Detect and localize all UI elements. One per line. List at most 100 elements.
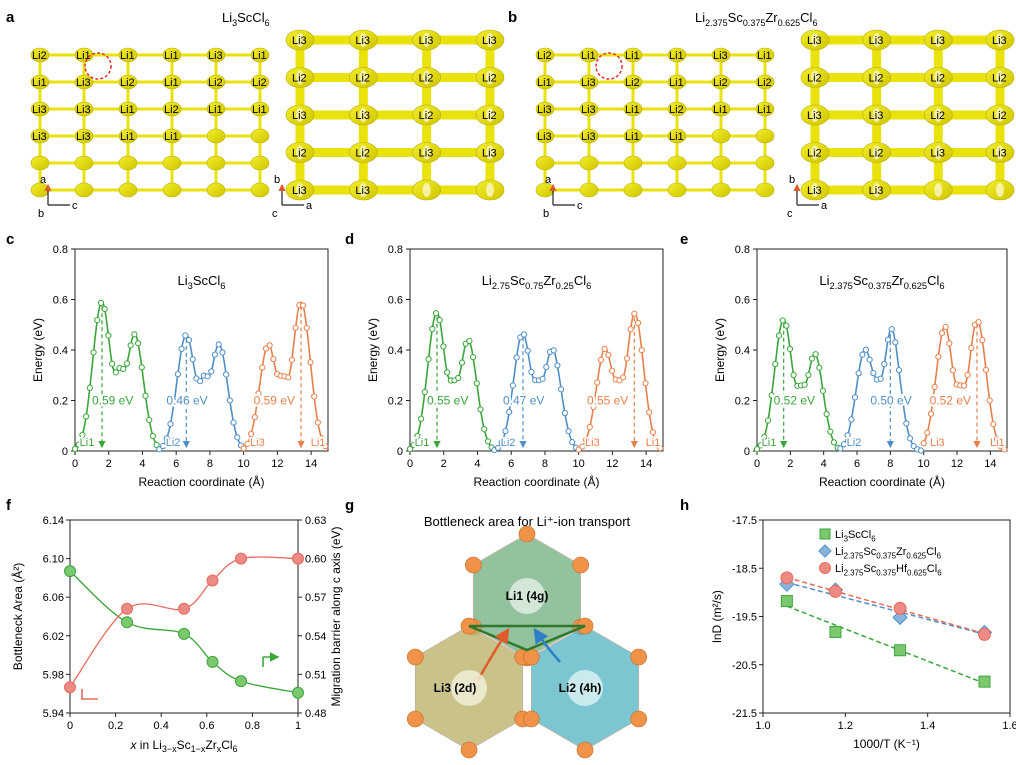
data-point [828,584,842,598]
data-point [288,356,296,363]
data-point [993,435,1001,442]
data-point [866,356,873,363]
site-label: Li2 [669,104,684,116]
label-part: Zr [205,738,216,752]
data-point [444,369,451,376]
axis-letter: c [577,200,583,212]
iso-pore [996,183,1004,197]
iso-pore [296,108,304,122]
data-point [83,413,90,420]
data-point [786,345,794,353]
panel-letter-c: c [6,231,14,248]
y-tick-label: 5.98 [43,669,64,681]
data-point [509,382,516,389]
iso-pore [996,33,1004,47]
iso-node [535,47,555,63]
site-label: Li2 [355,73,370,85]
y2-axis-label: Migration barrier along c axis (eV) [329,526,343,706]
iso-pore [422,183,431,197]
site-label: Li2 [292,73,307,85]
label-part: 3−x [162,744,177,754]
x-tick-label: 10 [573,458,585,470]
site-label: Li2 [252,77,267,89]
y-tick-label: 0 [744,446,750,458]
axis-letter: b [543,208,549,220]
data-point [219,349,226,356]
highlight-circle [595,52,623,80]
iso-node [30,74,50,90]
iso-pore [486,145,494,160]
iso-node [206,182,226,198]
site-label: Li3 [76,104,91,116]
barrier-value: 0.55 eV [427,394,468,408]
data-point [455,374,462,382]
panel-letter-b: b [508,9,517,26]
site-label: Li1 [32,77,47,89]
x-tick-label: 1.0 [755,720,770,732]
data-point [299,302,307,309]
cl-atom [523,648,540,666]
iso-node [250,182,270,198]
x-tick-label: 4 [821,458,827,470]
data-point [64,565,76,578]
y2-tick-label: 0.60 [305,554,326,566]
axis-letter: c [272,208,278,220]
data-point [494,444,502,451]
iso-pore [422,108,431,122]
title-part: Sc [863,546,876,558]
iso-node [206,47,226,63]
data-point [819,387,827,394]
barrier-value: 0.47 eV [503,394,544,408]
data-point [627,326,634,333]
data-point [855,370,862,377]
x-axis-label: Reaction coordinate (Å) [138,474,264,489]
x-tick-label: 10 [238,458,250,470]
iso-pore [811,145,819,160]
series-line-blue [158,333,245,450]
iso-pore [296,183,304,197]
site-label: Li1 [669,77,684,89]
site-label: Li3 [930,148,945,160]
data-point [586,423,593,431]
li-atom [451,670,487,706]
site-label: Li1 [581,50,596,62]
title-part: 0.625 [904,281,927,291]
iso-node [535,128,555,144]
data-point [638,347,645,354]
data-point [979,337,986,344]
y-tick-label: 0.8 [388,244,403,256]
x-axis-label: Reaction coordinate (Å) [819,474,945,489]
iso-node [162,101,182,117]
data-point [410,441,417,449]
chart-h: 1.0 1.2 1.4 1.6 -17.5 -18.5 -19.5 -20.5 -21.5 100… [710,515,1016,751]
data-point [436,317,443,324]
site-label: Li2 [625,77,640,89]
x-tick-label: 2 [106,458,112,470]
site-label: Li2 [807,148,822,160]
chart-f: 0 0.2 0.4 0.6 0.8 1 5.94 5.98 6.02 6.06 6.10 6.14 0.… [10,515,343,754]
data-point [127,342,134,349]
barrier-value: 0.52 eV [774,394,815,408]
y-tick-label: 0.2 [53,396,68,408]
data-point [892,339,899,346]
data-point [823,410,830,418]
data-point [292,552,304,565]
site-label: Li3 [537,104,552,116]
data-point [285,374,292,381]
data-point [894,644,907,657]
y-tick-label: 0.4 [735,345,750,357]
data-point [605,351,612,358]
legend-label: Li2.375Sc0.375Zr0.625Cl6 [835,546,942,560]
data-point [942,323,949,331]
data-point [421,388,428,396]
data-point [247,430,255,438]
legend-marker [819,562,831,574]
iso-node [74,47,94,63]
axis-letter: c [787,208,793,220]
data-point [990,421,997,428]
data-point [653,440,660,447]
iso-pore [422,145,431,160]
site-label: Li3 [292,35,307,47]
site-label: Li2 [482,73,497,85]
y-tick-label: -19.5 [732,612,757,624]
